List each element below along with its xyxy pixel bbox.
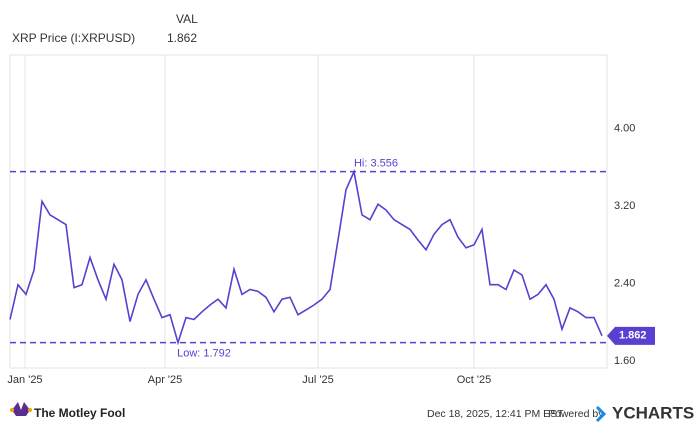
legend-value: 1.862 bbox=[167, 31, 197, 45]
timestamp: Dec 18, 2025, 12:41 PM EST bbox=[427, 408, 564, 420]
x-tick-label: Apr '25 bbox=[148, 374, 183, 386]
y-tick-label: 3.20 bbox=[614, 200, 635, 212]
y-tick-label: 4.00 bbox=[614, 123, 635, 135]
source: YCHARTS bbox=[612, 403, 694, 422]
legend-header: VAL bbox=[176, 12, 198, 26]
last-value-tag bbox=[607, 326, 655, 345]
x-tick-label: Oct '25 bbox=[457, 374, 492, 386]
source-icon bbox=[595, 405, 607, 423]
plot-frame bbox=[9, 54, 608, 369]
powered-by: Powered by bbox=[548, 408, 604, 420]
x-tick-label: Jul '25 bbox=[302, 374, 333, 386]
last-value-label: 1.862 bbox=[619, 330, 647, 342]
legend-series: XRP Price (I:XRPUSD) bbox=[12, 31, 135, 45]
y-tick-label: 1.60 bbox=[614, 355, 635, 367]
low-label: Low: 1.792 bbox=[177, 348, 231, 360]
hi-label: Hi: 3.556 bbox=[354, 158, 398, 170]
y-tick-label: 2.40 bbox=[614, 278, 635, 290]
price-line bbox=[9, 169, 603, 346]
x-tick-label: Jan '25 bbox=[7, 374, 42, 386]
brand: The Motley Fool bbox=[34, 406, 125, 420]
logo-icon bbox=[10, 402, 32, 416]
